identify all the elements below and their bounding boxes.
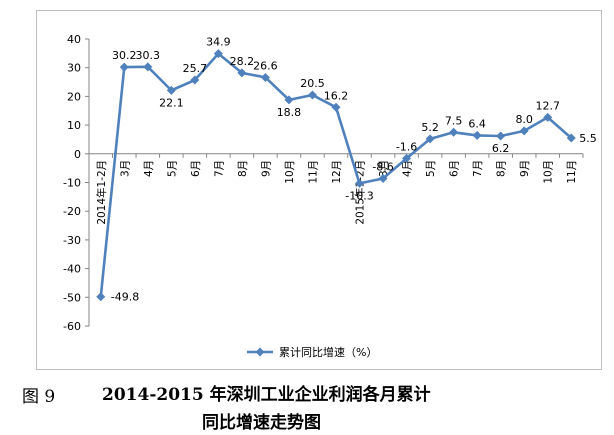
x-tick-label: 9月 [260, 160, 272, 177]
data-point [284, 95, 294, 105]
y-tick-label: -60 [63, 320, 81, 333]
x-tick-label: 11月 [566, 160, 578, 184]
data-point [566, 133, 576, 143]
y-tick-label: -10 [63, 177, 81, 190]
data-point [213, 49, 223, 59]
data-point [425, 134, 435, 144]
data-point [96, 292, 106, 302]
x-tick-label: 7月 [213, 160, 225, 177]
y-tick-label: 10 [67, 119, 81, 132]
x-tick-label: 8月 [496, 160, 508, 177]
data-point [166, 85, 176, 95]
y-tick-label: 20 [67, 90, 81, 103]
legend-marker [255, 347, 265, 357]
data-point [402, 153, 412, 163]
x-tick-label: 5月 [425, 160, 437, 177]
x-tick-label: 4月 [402, 160, 414, 177]
figure-title-line1: 2014-2015 年深圳工业企业利润各月累计 [102, 385, 431, 405]
x-tick-label: 3月 [378, 160, 390, 177]
x-tick-label: 11月 [307, 160, 319, 184]
x-tick-label: 7月 [472, 160, 484, 177]
y-tick-label: 0 [74, 148, 81, 161]
data-label: 34.9 [206, 36, 231, 49]
data-label: 26.6 [253, 59, 278, 72]
legend-label: 累计同比增速（%） [279, 345, 377, 359]
data-point [472, 130, 482, 140]
x-tick-label: 12月 [331, 160, 343, 184]
data-label: 22.1 [159, 96, 184, 109]
data-point [307, 90, 317, 100]
data-label: 5.5 [579, 132, 597, 145]
data-point [331, 102, 341, 112]
data-point [519, 126, 529, 136]
data-label: 28.2 [230, 55, 255, 68]
data-label: 8.0 [515, 113, 533, 126]
x-tick-label: 6月 [449, 160, 461, 177]
data-label: 12.7 [535, 99, 560, 112]
data-label: 18.8 [277, 106, 302, 119]
data-label: -49.8 [111, 291, 139, 304]
chart-frame: 40 30 20 10 0 -10 -20 -30 -40 -50 -60 2014年1-2月 3月 4月… [36, 10, 602, 370]
data-point [449, 127, 459, 137]
data-label: 25.7 [183, 62, 208, 75]
line-chart: 40 30 20 10 0 -10 -20 -30 -40 -50 -60 2014年1-2月 3月 4月… [63, 33, 597, 359]
data-label: 30.3 [136, 49, 161, 62]
data-label: -1.6 [396, 140, 417, 153]
data-point [237, 68, 247, 78]
x-tick-label: 6月 [190, 160, 202, 177]
data-label: 6.4 [468, 117, 486, 130]
data-point [119, 62, 129, 72]
data-label: 7.5 [445, 114, 463, 127]
data-label: 16.2 [324, 89, 349, 102]
figure-number: 图 9 [22, 387, 56, 407]
data-point [355, 178, 365, 188]
x-tick-label: 10月 [284, 160, 296, 184]
data-label: -8.6 [372, 160, 393, 173]
y-tick-label: 30 [67, 62, 81, 75]
x-tick-label: 10月 [543, 160, 555, 184]
y-tick-label: -20 [63, 205, 81, 218]
data-point [543, 112, 553, 122]
y-tick-label: -40 [63, 263, 81, 276]
data-point [260, 72, 270, 82]
x-tick-label: 5月 [166, 160, 178, 177]
data-point [190, 75, 200, 85]
y-tick-label: 40 [67, 33, 81, 46]
figure-title-line2: 同比增速走势图 [202, 413, 321, 433]
data-label: 6.2 [492, 142, 510, 155]
x-tick-label: 9月 [519, 160, 531, 177]
data-point [378, 173, 388, 183]
y-tick-label: -30 [63, 234, 81, 247]
x-tick-label: 4月 [143, 160, 155, 177]
y-tick-label: -50 [63, 291, 81, 304]
data-label: -10.3 [345, 189, 373, 202]
data-label: 20.5 [300, 77, 325, 90]
data-label: 30.2 [112, 49, 136, 62]
data-label: 5.2 [421, 121, 439, 134]
data-point [143, 62, 153, 72]
x-tick-label: 8月 [237, 160, 249, 177]
x-tick-label: 2014年1-2月 [95, 160, 108, 225]
x-tick-label: 3月 [119, 160, 131, 177]
data-point [496, 131, 506, 141]
